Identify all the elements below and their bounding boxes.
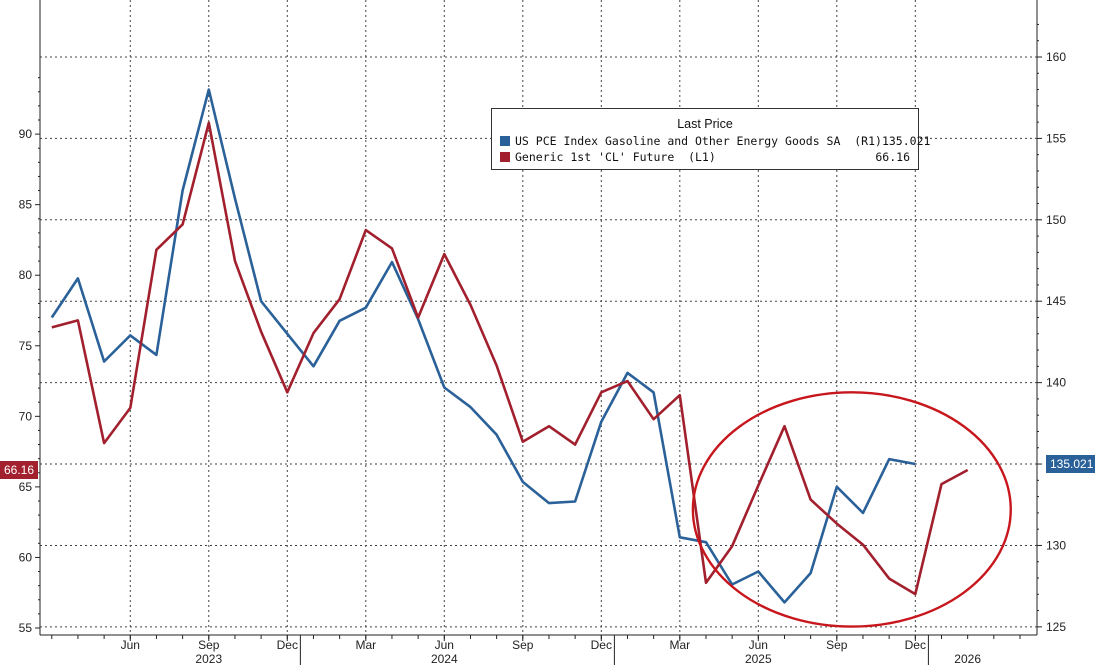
x-year-label: 2023 bbox=[195, 652, 222, 665]
series-line-pce-gasoline bbox=[50, 88, 916, 604]
x-tick-label: Jun bbox=[749, 638, 768, 652]
x-year-label: 2026 bbox=[954, 652, 981, 665]
last-value-tag-crude: 66.16 bbox=[0, 460, 39, 479]
legend-value-crude: 66.16 bbox=[875, 150, 910, 164]
legend-swatch-crude bbox=[500, 152, 510, 162]
legend-title: Last Price bbox=[677, 117, 733, 131]
highlight-ellipse bbox=[691, 391, 1012, 628]
right-tick-label: 125 bbox=[1046, 620, 1066, 634]
x-tick-label: Jun bbox=[435, 638, 454, 652]
x-tick-label: Mar bbox=[669, 638, 690, 652]
chart-legend: Last Price US PCE Index Gasoline and Oth… bbox=[491, 108, 930, 170]
annotations bbox=[691, 391, 1012, 628]
x-tick-label: Sep bbox=[198, 638, 220, 652]
legend-value-pce: 135.021 bbox=[881, 134, 931, 148]
x-year-label: 2025 bbox=[745, 652, 772, 665]
last-value-tag-pce: 135.021 bbox=[1046, 455, 1095, 474]
right-tick-label: 140 bbox=[1046, 376, 1066, 390]
right-tick-label: 150 bbox=[1046, 213, 1066, 227]
legend-label-crude: Generic 1st 'CL' Future (L1) bbox=[515, 150, 716, 164]
left-tick-label: 70 bbox=[19, 409, 33, 423]
right-tick-label: 130 bbox=[1046, 538, 1066, 552]
x-tick-label: Dec bbox=[277, 638, 298, 652]
left-tick-label: 60 bbox=[19, 550, 33, 564]
series-lines bbox=[50, 88, 969, 604]
legend-label-pce: US PCE Index Gasoline and Other Energy G… bbox=[515, 134, 882, 148]
left-tick-label: 65 bbox=[19, 480, 33, 494]
x-tick-label: Dec bbox=[591, 638, 612, 652]
x-tick-label: Sep bbox=[512, 638, 534, 652]
left-tick-label: 85 bbox=[19, 198, 33, 212]
legend-entry-crude: Generic 1st 'CL' Future (L1) 66.16 bbox=[500, 149, 910, 165]
left-tick-label: 90 bbox=[19, 127, 33, 141]
right-tick-label: 155 bbox=[1046, 131, 1066, 145]
x-tick-label: Dec bbox=[905, 638, 926, 652]
gridlines bbox=[40, 0, 1037, 635]
x-tick-label: Jun bbox=[121, 638, 140, 652]
axes: 5560657075808590125130135140145150155160… bbox=[19, 0, 1066, 665]
x-year-label: 2024 bbox=[431, 652, 458, 665]
left-tick-label: 75 bbox=[19, 339, 33, 353]
legend-entry-pce: US PCE Index Gasoline and Other Energy G… bbox=[500, 133, 930, 149]
series-line-crude-oil bbox=[51, 121, 969, 596]
left-tick-label: 55 bbox=[19, 621, 33, 635]
left-tick-label: 80 bbox=[19, 268, 33, 282]
right-tick-label: 145 bbox=[1046, 294, 1066, 308]
right-tick-label: 160 bbox=[1046, 50, 1066, 64]
legend-swatch-pce bbox=[500, 136, 510, 146]
x-tick-label: Mar bbox=[355, 638, 376, 652]
x-tick-label: Sep bbox=[826, 638, 848, 652]
